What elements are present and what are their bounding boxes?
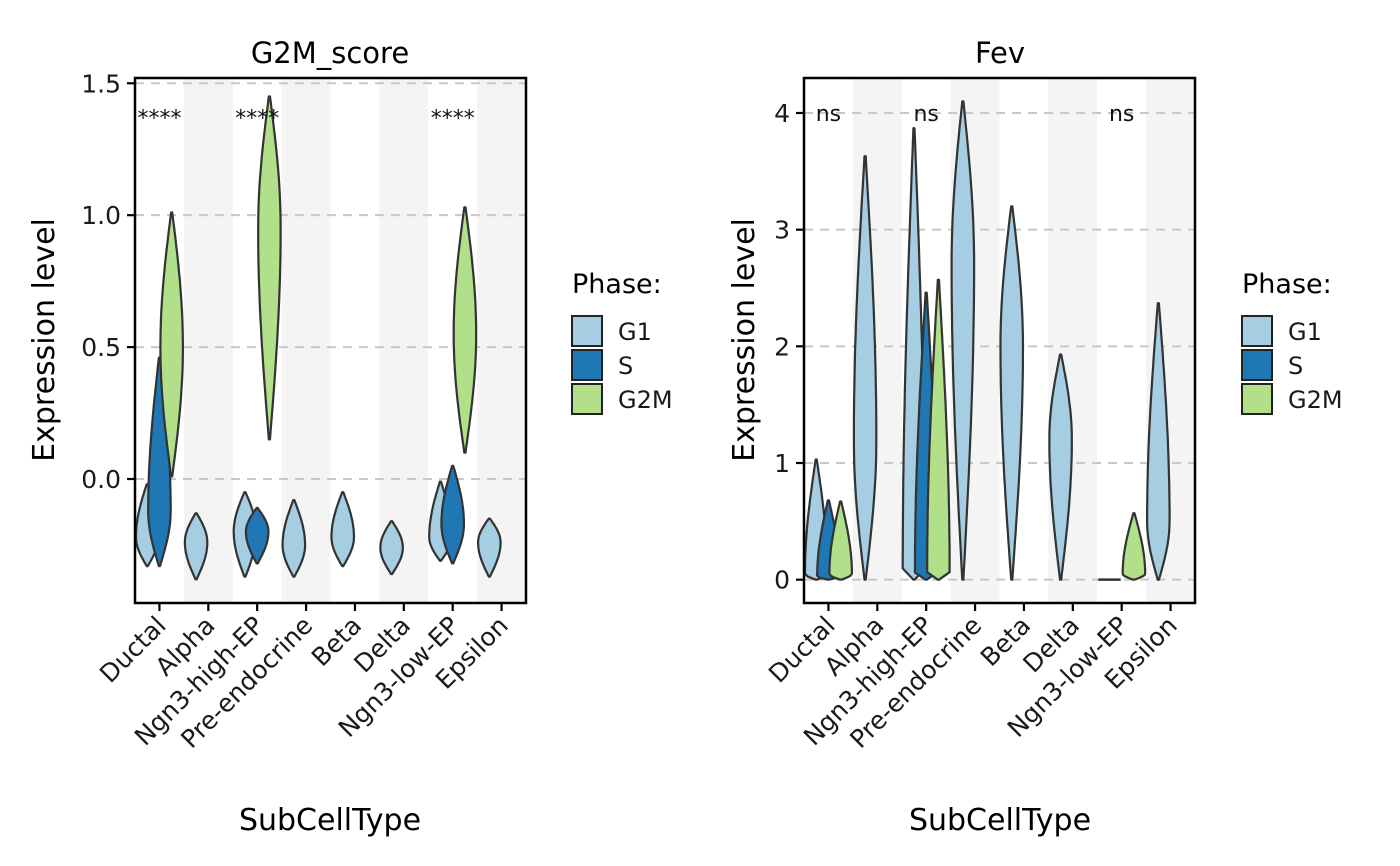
plot-frame [133, 76, 528, 605]
significance-label: ns [816, 102, 841, 127]
legend-swatch-s [571, 349, 603, 381]
y-tick-label: 4 [774, 99, 790, 128]
y-tick-label: 0.5 [81, 333, 121, 362]
legend: Phase: G1 S G2M [571, 269, 673, 415]
violin-ngn3-high-ep-s [244, 506, 270, 565]
background-stripe [379, 78, 429, 603]
panel-title: Fev [975, 36, 1025, 70]
legend-label-g1: G1 [618, 318, 652, 346]
legend-swatch-g2m [571, 383, 603, 415]
legend-items: G1 S G2M [1241, 315, 1343, 415]
violin-beta-g1 [999, 205, 1025, 581]
violin-pre-endocrine-g1 [281, 499, 307, 578]
violin-delta-g1 [1048, 353, 1073, 581]
violin-ngn3-high-ep-g2m [257, 95, 282, 441]
panel-fev: Fev ns ns ns01234DuctalAlphaNgn3-high-EPPr… [727, 36, 1343, 838]
violin-ngn3-low-ep-s [440, 464, 465, 565]
significance-label: **** [137, 107, 181, 132]
x-axis-title: SubCellType [239, 803, 421, 838]
legend: Phase: G1 S G2M [1241, 269, 1343, 415]
y-tick-label: 2 [774, 332, 790, 361]
y-axis-title: Expression level [727, 218, 762, 462]
legend-title: Phase: [572, 269, 662, 300]
x-axis-title: SubCellType [909, 803, 1091, 838]
legend-swatch-g2m [1241, 383, 1273, 415]
background-stripe [477, 78, 526, 603]
y-tick-label: 1.0 [81, 201, 121, 230]
legend-label-g1: G1 [1288, 318, 1322, 346]
violin-epsilon-g1 [1146, 302, 1171, 581]
y-tick-label: 1 [774, 449, 790, 478]
plot-area: ns ns ns01234DuctalAlphaNgn3-high-EPPre-en… [763, 76, 1197, 754]
background-stripe [183, 78, 233, 603]
y-axis-title: Expression level [27, 218, 62, 462]
legend-swatch-s [1241, 349, 1273, 381]
violin-ductal-g2m [828, 500, 853, 581]
violin-ngn3-low-ep-g2m [1121, 512, 1147, 581]
violin-ngn3-low-ep-g2m [452, 206, 478, 454]
y-tick-label: 0.0 [81, 465, 121, 494]
significance-label: **** [235, 107, 279, 132]
plot-frame [802, 76, 1197, 605]
legend-items: G1 S G2M [571, 315, 673, 415]
legend-title: Phase: [1242, 269, 1332, 300]
legend-label-g2m: G2M [618, 386, 673, 414]
violin-alpha-g1 [183, 512, 209, 581]
y-tick-label: 3 [774, 216, 790, 245]
panel-g2m-score: G2M_score **** **** ****0.00.51.01.5Ductal… [27, 36, 673, 838]
violin-beta-g1 [330, 491, 356, 568]
legend-label-s: S [1288, 352, 1303, 380]
significance-label: **** [431, 107, 475, 132]
legend-label-s: S [618, 352, 633, 380]
legend-swatch-g1 [1241, 315, 1273, 347]
violin-alpha-g1 [852, 155, 878, 581]
violin-epsilon-g1 [477, 517, 502, 578]
violin-delta-g1 [379, 520, 404, 576]
y-tick-label: 0 [774, 566, 790, 595]
legend-swatch-g1 [571, 315, 603, 347]
violin-ductal-g2m [159, 211, 184, 478]
panel-title: G2M_score [251, 36, 409, 70]
significance-label: ns [1109, 102, 1134, 127]
violin-pre-endocrine-g1 [950, 100, 976, 581]
plot-area: **** **** ****0.00.51.01.5DuctalAlphaNgn3-… [81, 69, 528, 754]
violin-ngn3-high-ep-g2m [926, 278, 951, 581]
legend-label-g2m: G2M [1288, 386, 1343, 414]
y-tick-label: 1.5 [81, 69, 121, 98]
significance-label: ns [913, 102, 938, 127]
